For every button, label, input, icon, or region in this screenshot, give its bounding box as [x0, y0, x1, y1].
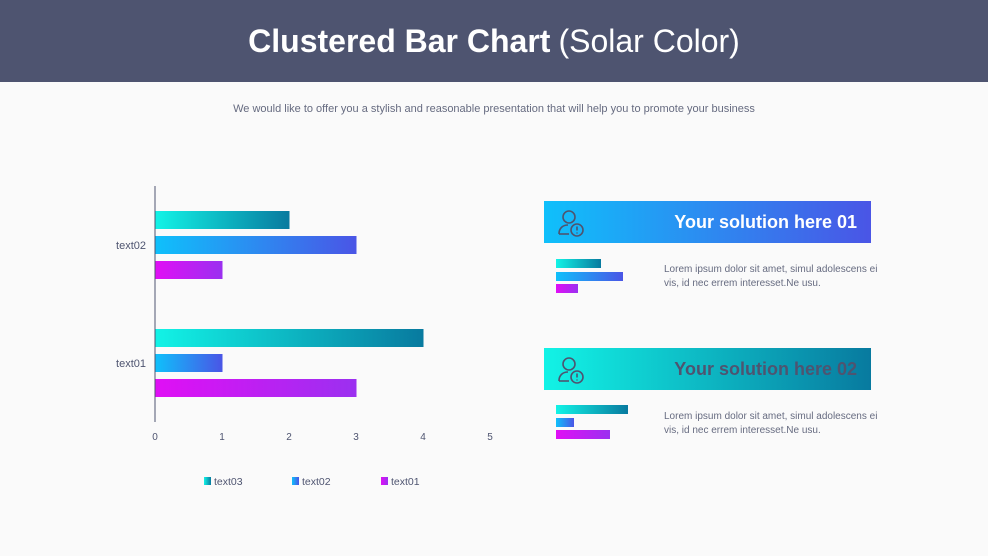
- title-light: (Solar Color): [558, 22, 740, 59]
- x-tick-label: 5: [487, 432, 493, 443]
- legend-label: text01: [391, 476, 420, 488]
- bar-text03-text01: [155, 329, 424, 347]
- solution-card-1: Your solution here 01: [544, 201, 871, 243]
- user-alert-icon: [558, 357, 584, 384]
- bar-text03-text02: [155, 211, 290, 229]
- card-title: Your solution here 02: [674, 358, 857, 379]
- x-tick-label: 3: [353, 432, 359, 443]
- mini-bar: [556, 405, 628, 414]
- legend-label: text02: [302, 476, 331, 488]
- x-tick-label: 0: [152, 432, 158, 443]
- x-tick-label: 4: [420, 432, 426, 443]
- card-description: Lorem ipsum dolor sit amet, simul adoles…: [664, 411, 878, 436]
- mini-bar: [556, 259, 601, 268]
- bar-text01-text02: [155, 261, 223, 279]
- bar-text01-text01: [155, 379, 357, 397]
- mini-bar: [556, 430, 610, 439]
- x-tick-label: 2: [286, 432, 292, 443]
- card-title: Your solution here 01: [674, 211, 857, 232]
- legend-label: text03: [214, 476, 243, 488]
- solution-card-2: Your solution here 02: [544, 348, 871, 390]
- x-tick-label: 1: [219, 432, 225, 443]
- header: Clustered Bar Chart (Solar Color): [0, 0, 988, 82]
- title-bold: Clustered Bar Chart: [248, 22, 551, 59]
- card-description: Lorem ipsum dolor sit amet, simul adoles…: [664, 264, 878, 289]
- legend-swatch: [381, 477, 388, 485]
- bar-text02-text01: [155, 354, 223, 372]
- category-label: text01: [116, 358, 146, 370]
- category-label: text02: [116, 240, 146, 252]
- bar-text02-text02: [155, 236, 357, 254]
- legend-swatch: [292, 477, 299, 485]
- mini-bar: [556, 417, 574, 427]
- mini-bar: [556, 271, 623, 281]
- user-alert-icon: [558, 210, 584, 237]
- legend-swatch: [204, 477, 211, 485]
- subtitle: We would like to offer you a stylish and…: [233, 103, 755, 115]
- mini-bar: [556, 284, 579, 293]
